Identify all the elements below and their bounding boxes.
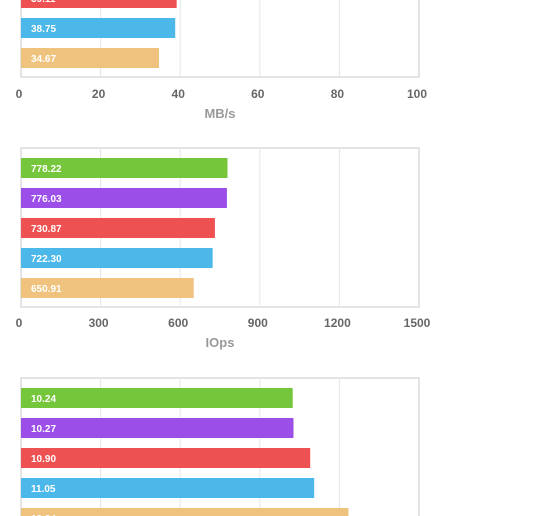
bar [21,388,293,408]
x-tick-label: 0 [16,87,23,101]
bar-value-label: 10.27 [31,424,56,435]
x-axis-title: MB/s [204,106,235,121]
bar [21,418,294,438]
bar-value-label: 730.87 [31,224,62,235]
bar [21,188,227,208]
bar-value-label: 10.24 [31,394,56,405]
bar [21,158,228,178]
x-tick-label: 900 [248,316,268,330]
bar-value-label: 776.03 [31,194,62,205]
iops-bar-chart: 778.22 776.03 730.87 722.30 650.91 0 300 600 900… [16,147,431,350]
bar [21,0,177,8]
bar-value-label: 39.11 [31,0,56,5]
bar-value-label: 722.30 [31,254,62,265]
x-axis-title: IOps [206,335,235,350]
x-tick-label: 1200 [324,316,351,330]
bar [21,508,349,516]
bar-value-label: 650.91 [31,284,62,295]
latency-bar-chart: 10.24 10.27 10.90 11.05 12.34 [20,377,420,516]
x-tick-label: 600 [168,316,188,330]
x-tick-label: 60 [251,87,265,101]
bar [21,48,159,68]
x-tick-label: 300 [89,316,109,330]
bar [21,18,176,38]
x-tick-label: 1500 [404,316,431,330]
bar-value-label: 778.22 [31,164,62,175]
bar [21,248,213,268]
x-tick-label: 100 [407,87,427,101]
bar [21,478,315,498]
bar [21,278,194,298]
bar-value-label: 34.67 [31,54,56,65]
bar-value-label: 12.34 [31,514,56,516]
bar-value-label: 10.90 [31,454,56,465]
bar [21,218,215,238]
x-tick-label: 20 [92,87,106,101]
x-tick-label: 80 [331,87,345,101]
x-tick-label: 0 [16,316,23,330]
bar-value-label: 38.75 [31,24,56,35]
bar-value-label: 11.05 [31,484,56,495]
mbps-bar-chart: 39.11 38.75 34.67 0 20 40 60 80 100 MB/s [16,0,427,121]
x-tick-label: 40 [172,87,186,101]
bar [21,448,311,468]
